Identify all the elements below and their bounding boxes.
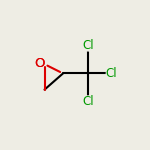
Text: O: O <box>34 57 45 70</box>
Circle shape <box>106 68 117 79</box>
Text: Cl: Cl <box>83 39 94 52</box>
Text: Cl: Cl <box>106 67 117 80</box>
Text: O: O <box>34 57 45 70</box>
Text: Cl: Cl <box>83 95 94 108</box>
Circle shape <box>36 60 43 67</box>
Circle shape <box>83 40 94 51</box>
Circle shape <box>83 96 94 106</box>
